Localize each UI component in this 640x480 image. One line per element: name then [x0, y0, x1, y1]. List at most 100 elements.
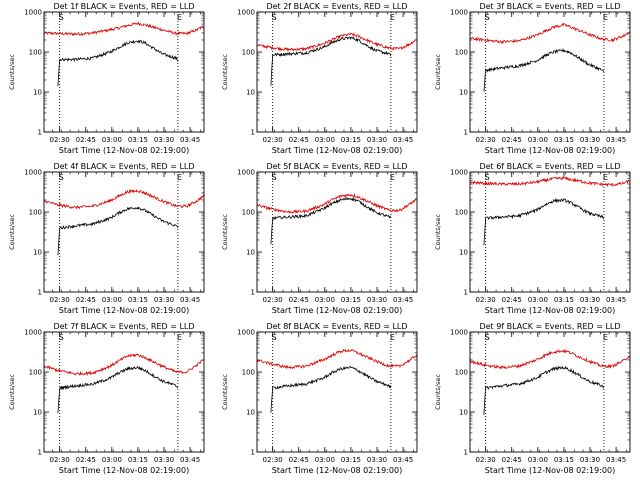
plot-frame [256, 331, 418, 453]
panel-det-8: Det 8f BLACK = Events, RED = LLD Counts/s… [221, 322, 418, 475]
x-tick-label: 03:45 [180, 296, 200, 304]
x-tick-label: 03:00 [315, 456, 335, 464]
x-tick-label: 03:00 [528, 296, 548, 304]
y-tick-label: 1 [464, 289, 468, 297]
x-tick-label: 03:00 [528, 456, 548, 464]
y-tick-label: 1000 [450, 9, 468, 17]
y-tick-label: 10 [33, 89, 42, 97]
x-axis-label: Start Time (12-Nov-08 02:19:00) [59, 146, 189, 155]
series-lld [43, 21, 204, 37]
series-events [57, 206, 179, 256]
x-tick-label: 02:45 [76, 456, 96, 464]
x-tick-label: 02:45 [76, 296, 96, 304]
x-tick-label: 03:45 [393, 136, 413, 144]
x-tick-label: 02:45 [289, 136, 309, 144]
x-tick-label: 02:45 [502, 296, 522, 304]
marker-label-s: S [272, 13, 277, 22]
panel-title: Det 3f BLACK = Events, RED = LLD [479, 2, 620, 11]
y-axis-label: Counts/sec [434, 374, 442, 410]
y-tick-label: 100 [242, 369, 255, 377]
panel-title: Det 8f BLACK = Events, RED = LLD [266, 322, 407, 331]
plot-frame [43, 171, 205, 293]
y-tick-label: 1 [251, 449, 255, 457]
y-tick-label: 10 [33, 249, 42, 257]
x-tick-label: 02:30 [50, 136, 70, 144]
y-tick-label: 10 [33, 409, 42, 417]
plot-frame [469, 331, 631, 453]
y-tick-label: 1000 [24, 329, 42, 337]
x-tick-label: 02:30 [476, 136, 496, 144]
x-tick-label: 03:15 [128, 296, 148, 304]
y-tick-label: 10 [459, 249, 468, 257]
x-tick-label: 02:30 [476, 296, 496, 304]
y-tick-label: 100 [29, 209, 42, 217]
y-tick-label: 1000 [24, 9, 42, 17]
y-tick-label: 1 [464, 449, 468, 457]
series-events [270, 36, 392, 86]
x-tick-label: 03:15 [341, 456, 361, 464]
panel-det-9: Det 9f BLACK = Events, RED = LLD Counts/s… [434, 322, 631, 475]
panel-det-6: Det 6f BLACK = Events, RED = LLD Counts/s… [434, 162, 631, 315]
marker-label-s: S [59, 333, 64, 342]
x-axis-label: Start Time (12-Nov-08 02:19:00) [272, 466, 402, 475]
panel-title: Det 7f BLACK = Events, RED = LLD [53, 322, 194, 331]
y-axis-label: Counts/sec [221, 374, 229, 410]
y-tick-label: 1000 [237, 169, 255, 177]
panel-title: Det 6f BLACK = Events, RED = LLD [479, 162, 620, 171]
x-tick-label: 03:45 [393, 456, 413, 464]
x-tick-label: 03:15 [341, 296, 361, 304]
y-tick-label: 10 [246, 249, 255, 257]
y-tick-label: 10 [459, 89, 468, 97]
series-events [483, 365, 605, 415]
marker-label-e: E [390, 13, 395, 22]
x-tick-label: 03:30 [154, 456, 174, 464]
y-tick-label: 100 [29, 49, 42, 57]
y-axis-label: Counts/sec [434, 54, 442, 90]
x-tick-label: 03:45 [606, 456, 626, 464]
panel-det-3: Det 3f BLACK = Events, RED = LLD Counts/s… [434, 2, 631, 155]
x-tick-label: 03:45 [180, 456, 200, 464]
y-tick-label: 1000 [24, 169, 42, 177]
y-tick-label: 1 [38, 289, 42, 297]
marker-label-s: S [485, 13, 490, 22]
x-tick-label: 03:00 [315, 136, 335, 144]
series-lld [43, 188, 204, 210]
x-axis-label: Start Time (12-Nov-08 02:19:00) [59, 466, 189, 475]
series-events [57, 39, 179, 87]
x-tick-label: 03:00 [528, 136, 548, 144]
y-tick-label: 100 [455, 209, 468, 217]
plot-frame [256, 171, 418, 293]
marker-label-s: S [272, 333, 277, 342]
x-tick-label: 03:45 [606, 136, 626, 144]
y-tick-label: 1 [251, 289, 255, 297]
x-tick-label: 03:30 [580, 136, 600, 144]
panel-title: Det 9f BLACK = Events, RED = LLD [479, 322, 620, 331]
series-lld [469, 348, 630, 370]
x-tick-label: 02:30 [50, 456, 70, 464]
y-axis-label: Counts/sec [8, 54, 16, 90]
panel-det-5: Det 5f BLACK = Events, RED = LLD Counts/s… [221, 162, 418, 315]
panel-det-1: Det 1f BLACK = Events, RED = LLD Counts/s… [8, 2, 205, 155]
y-axis-label: Counts/sec [434, 214, 442, 250]
series-events [270, 196, 392, 245]
plot-frame [256, 11, 418, 133]
x-tick-label: 02:30 [263, 456, 283, 464]
marker-label-s: S [485, 333, 490, 342]
x-tick-label: 03:30 [367, 456, 387, 464]
panel-title: Det 1f BLACK = Events, RED = LLD [53, 2, 194, 11]
x-tick-label: 03:30 [154, 296, 174, 304]
x-tick-label: 02:45 [502, 456, 522, 464]
series-events [270, 365, 392, 413]
x-tick-label: 02:45 [502, 136, 522, 144]
y-tick-label: 10 [246, 409, 255, 417]
series-lld [43, 353, 204, 377]
series-lld [469, 176, 630, 188]
marker-label-s: S [272, 173, 277, 182]
panel-title: Det 5f BLACK = Events, RED = LLD [266, 162, 407, 171]
marker-label-e: E [603, 13, 608, 22]
x-tick-label: 03:00 [102, 456, 122, 464]
y-tick-label: 100 [455, 49, 468, 57]
x-tick-label: 02:30 [476, 456, 496, 464]
x-tick-label: 03:45 [393, 296, 413, 304]
